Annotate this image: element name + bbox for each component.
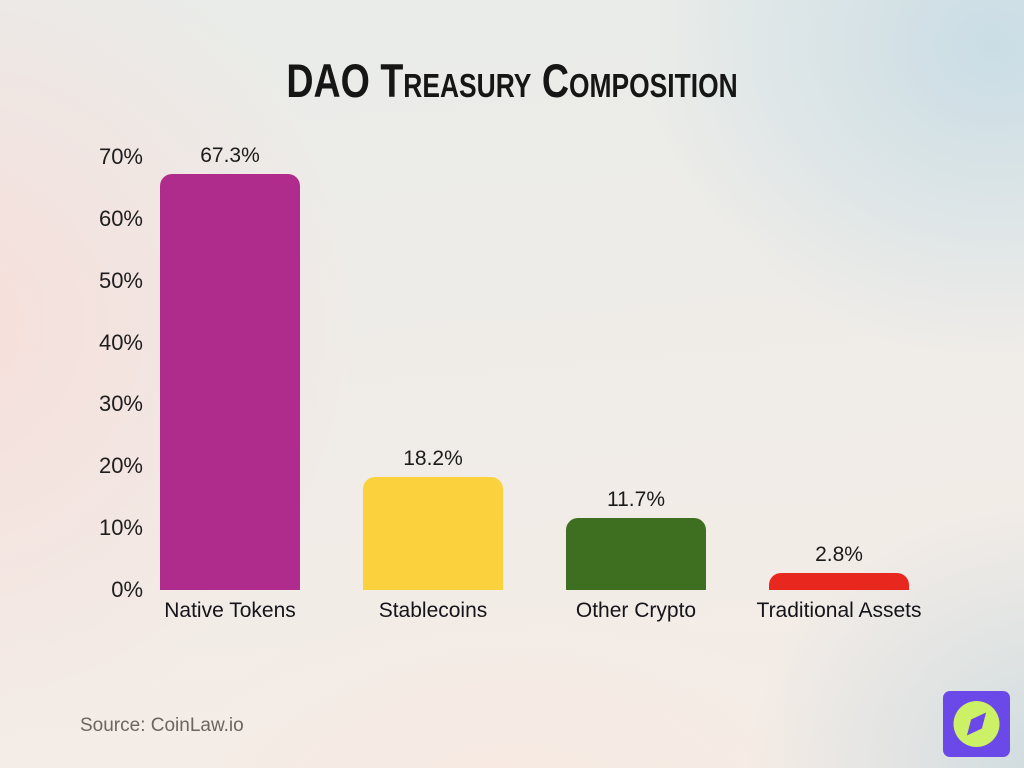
y-axis-tick-label: 70%	[98, 144, 143, 169]
bar-value-label-traditional-assets: 2.8%	[815, 542, 863, 566]
y-axis-tick-label: 30%	[98, 391, 143, 417]
y-axis-tick-label: 0%	[111, 577, 143, 602]
category-label-traditional-assets: Traditional Assets	[756, 599, 922, 622]
bar-value-label-native-tokens: 67.3%	[200, 143, 260, 167]
source-note: Source: CoinLaw.io	[80, 715, 244, 736]
category-label-native-tokens: Native Tokens	[164, 599, 296, 622]
category-label-stablecoins: Stablecoins	[378, 599, 488, 622]
chart-title: DAO Treasury Composition	[286, 54, 738, 108]
coinlaw-compass-logo	[943, 691, 1010, 757]
bar-traditional-assets	[769, 572, 909, 590]
bar-native-tokens	[160, 173, 300, 590]
y-axis-tick-label: 60%	[98, 205, 143, 231]
bar-value-label-other-crypto: 11.7%	[607, 487, 665, 511]
bar-other-crypto	[566, 517, 706, 590]
category-label-other-crypto: Other Crypto	[575, 599, 697, 622]
compass-needle-icon	[966, 712, 987, 736]
bar-value-label-stablecoins: 18.2%	[403, 447, 463, 471]
y-axis-tick-label: 10%	[98, 515, 143, 541]
bar-stablecoins	[363, 477, 503, 590]
y-axis-tick-label: 20%	[98, 453, 143, 479]
y-axis-tick-label: 40%	[98, 329, 143, 355]
y-axis-tick-label: 50%	[98, 267, 143, 293]
